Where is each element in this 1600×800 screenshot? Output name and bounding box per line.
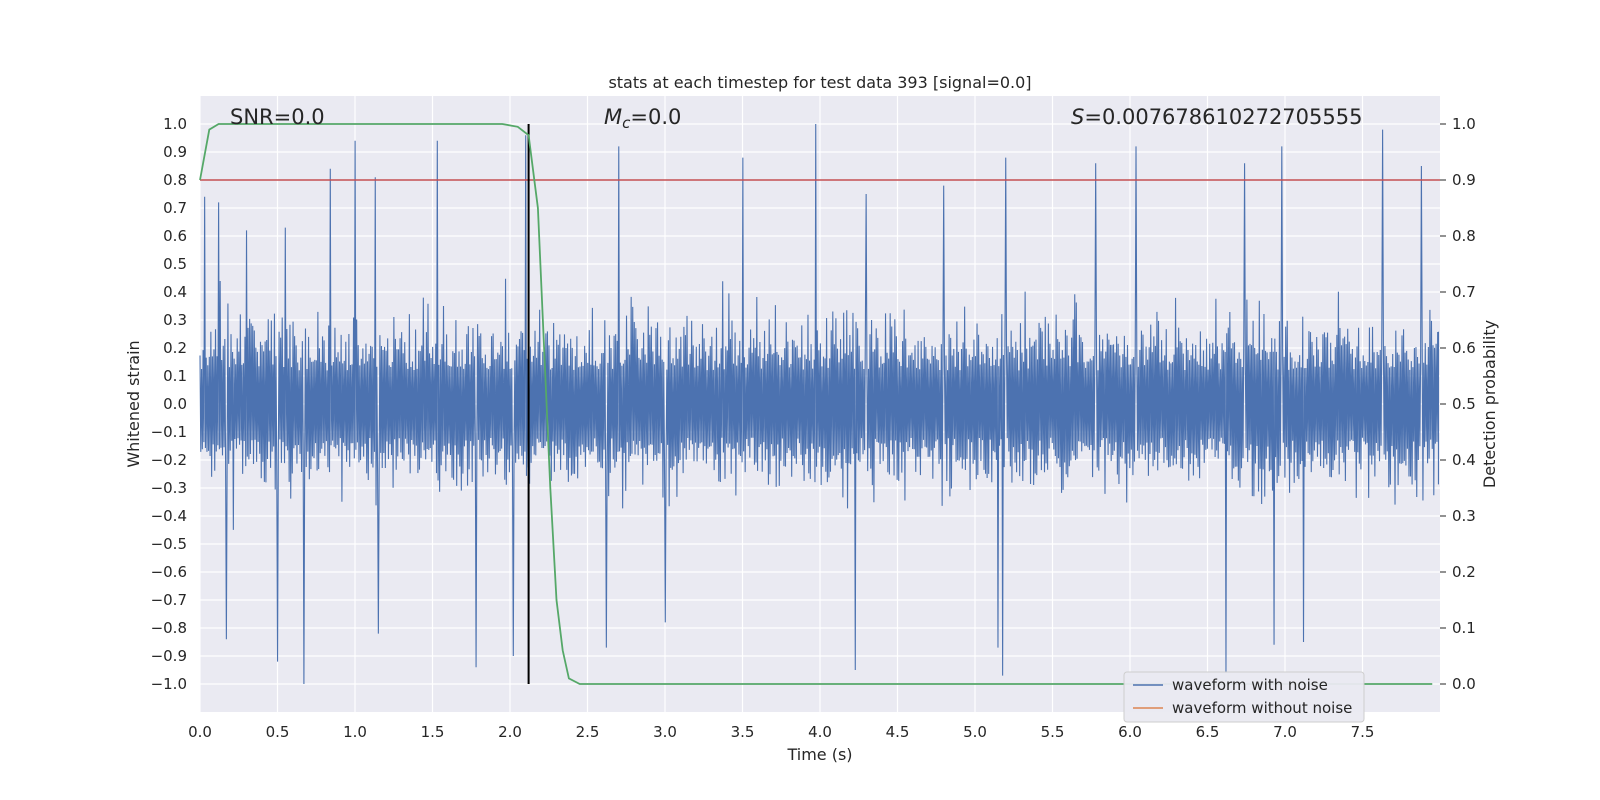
y-axis-label: Whitened strain <box>124 340 143 467</box>
chart-title: stats at each timestep for test data 393… <box>608 73 1031 92</box>
chirp-mass-annotation: Mc=0.0 <box>604 105 681 132</box>
y-tick-label: 0.6 <box>163 227 187 245</box>
y-axis-right: 1.0 0.9 0.8 0.7 0.6 0.5 0.4 0.3 0.2 0.1 0.0 <box>1440 115 1476 693</box>
plot-overlays <box>199 123 1440 685</box>
y-tick-label: −0.6 <box>151 563 187 581</box>
x-tick-label: 5.5 <box>1041 723 1065 741</box>
y-tick-label: −1.0 <box>151 675 187 693</box>
x-axis-label: Time (s) <box>786 745 852 764</box>
y-right-tick-label: 0.3 <box>1452 507 1476 525</box>
y-axis-left: 1.0 0.9 0.8 0.7 0.6 0.5 0.4 0.3 0.2 0.1 0.0 −0.1 −0.… <box>151 115 187 693</box>
y-right-tick-label: 0.6 <box>1452 339 1476 357</box>
x-tick-label: 4.5 <box>886 723 910 741</box>
y-tick-label: −0.5 <box>151 535 187 553</box>
y-right-tick-label: 1.0 <box>1452 115 1476 133</box>
x-tick-label: 3.5 <box>731 723 755 741</box>
x-tick-label: 2.0 <box>498 723 522 741</box>
x-tick-label: 0.0 <box>188 723 212 741</box>
y-right-tick-label: 0.9 <box>1452 171 1476 189</box>
y-tick-label: −0.1 <box>151 423 187 441</box>
y-axis-right-label: Detection probability <box>1480 320 1499 488</box>
y-tick-label: 0.2 <box>163 339 187 357</box>
y-tick-label: −0.4 <box>151 507 187 525</box>
x-tick-label: 6.5 <box>1196 723 1220 741</box>
detection-probability-line <box>199 123 1433 685</box>
y-right-tick-label: 0.0 <box>1452 675 1476 693</box>
s-value: =0.007678610272705555 <box>1084 105 1362 129</box>
legend-label-with-noise: waveform with noise <box>1172 676 1328 694</box>
y-right-tick-label: 0.7 <box>1452 283 1476 301</box>
y-right-tick-label: 0.8 <box>1452 227 1476 245</box>
y-tick-label: 0.3 <box>163 311 187 329</box>
x-tick-label: 4.0 <box>808 723 832 741</box>
x-tick-label: 3.0 <box>653 723 677 741</box>
y-tick-label: −0.2 <box>151 451 187 469</box>
plot-series <box>199 123 1439 685</box>
chirp-mass-subscript: c <box>622 114 631 132</box>
chirp-mass-symbol: M <box>604 105 622 129</box>
y-tick-label: 0.4 <box>163 283 187 301</box>
x-axis: 0.0 0.5 1.0 1.5 2.0 2.5 3.0 3.5 4.0 4.5 5.0 5.5 6.0 6… <box>188 723 1374 741</box>
x-tick-label: 6.0 <box>1118 723 1142 741</box>
y-tick-label: 1.0 <box>163 115 187 133</box>
y-tick-label: −0.3 <box>151 479 187 497</box>
y-tick-label: −0.8 <box>151 619 187 637</box>
y-tick-label: 0.7 <box>163 199 187 217</box>
s-annotation: S=0.007678610272705555 <box>1071 105 1362 129</box>
waveform-with-noise-line <box>199 123 1439 685</box>
x-tick-label: 2.5 <box>576 723 600 741</box>
y-tick-label: −0.9 <box>151 647 187 665</box>
y-tick-label: 0.0 <box>163 395 187 413</box>
chirp-mass-value: =0.0 <box>630 105 681 129</box>
x-tick-label: 1.5 <box>421 723 445 741</box>
snr-annotation: SNR=0.0 <box>230 105 325 129</box>
x-tick-label: 1.0 <box>343 723 367 741</box>
x-tick-label: 7.0 <box>1273 723 1297 741</box>
legend: waveform with noise waveform without noi… <box>1123 671 1365 723</box>
legend-box <box>1123 671 1365 723</box>
y-right-tick-label: 0.1 <box>1452 619 1476 637</box>
legend-label-without-noise: waveform without noise <box>1172 699 1352 717</box>
y-tick-label: 0.8 <box>163 171 187 189</box>
y-tick-label: 0.5 <box>163 255 187 273</box>
y-right-tick-label: 0.5 <box>1452 395 1476 413</box>
x-tick-label: 0.5 <box>266 723 290 741</box>
x-tick-label: 7.5 <box>1351 723 1375 741</box>
s-symbol: S <box>1071 105 1084 129</box>
y-tick-label: −0.7 <box>151 591 187 609</box>
y-tick-label: 0.9 <box>163 143 187 161</box>
y-right-tick-label: 0.2 <box>1452 563 1476 581</box>
x-tick-label: 5.0 <box>963 723 987 741</box>
y-right-tick-label: 0.4 <box>1452 451 1476 469</box>
y-tick-label: 0.1 <box>163 367 187 385</box>
